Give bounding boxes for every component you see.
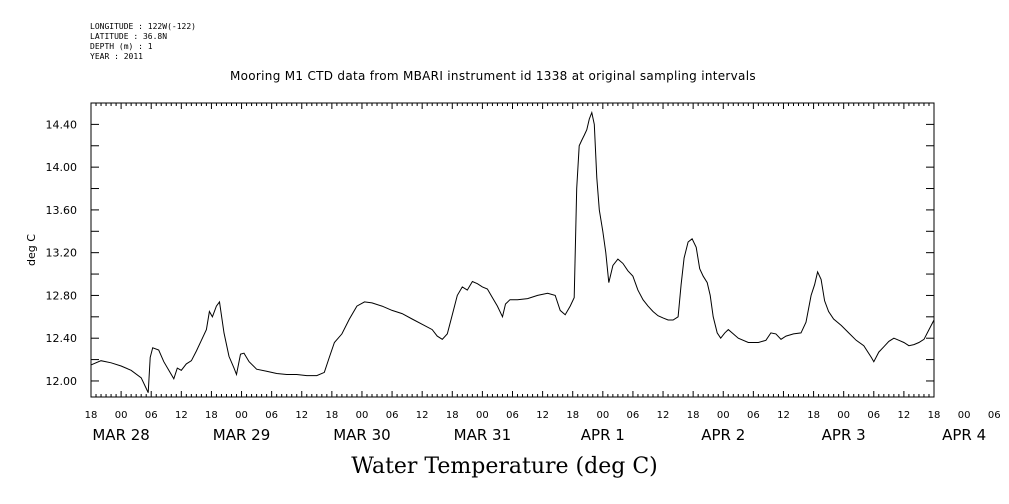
x-hour-label: 18 (205, 410, 218, 421)
x-hour-label: 18 (446, 410, 459, 421)
x-hour-label: 06 (386, 410, 399, 421)
x-hour-label: 00 (476, 410, 489, 421)
x-day-label: MAR 30 (333, 426, 390, 444)
x-day-label: MAR 29 (213, 426, 270, 444)
y-axis-label: deg C (25, 234, 38, 266)
depth-text: DEPTH (m) : 1 (90, 42, 153, 51)
longitude-text: LONGITUDE : 122W(-122) (90, 22, 196, 31)
plot-frame (90, 102, 935, 398)
y-tick-label: 12.80 (46, 289, 78, 302)
x-hour-label: 00 (837, 410, 850, 421)
x-day-label: APR 2 (701, 426, 745, 444)
x-hour-label: 00 (596, 410, 609, 421)
x-day-label: APR 4 (942, 426, 986, 444)
x-hour-label: 06 (988, 410, 1001, 421)
x-hour-label: 00 (717, 410, 730, 421)
x-hour-label: 18 (85, 410, 98, 421)
x-hour-label: 06 (627, 410, 640, 421)
x-hour-label: 18 (807, 410, 820, 421)
x-hour-label: 18 (325, 410, 338, 421)
x-hour-label: 00 (115, 410, 128, 421)
y-tick-label: 12.40 (46, 332, 78, 345)
chart-title: Mooring M1 CTD data from MBARI instrumen… (230, 69, 756, 83)
x-hour-label: 00 (958, 410, 971, 421)
y-tick-label: 13.20 (46, 247, 78, 260)
x-hour-label: 12 (295, 410, 308, 421)
x-day-label: APR 1 (581, 426, 625, 444)
temperature-series-line (90, 110, 935, 393)
x-day-label: MAR 31 (454, 426, 511, 444)
x-hour-label: 18 (928, 410, 941, 421)
x-hour-label: 12 (657, 410, 670, 421)
y-tick-label: 12.00 (46, 375, 78, 388)
y-tick-label: 14.00 (46, 161, 78, 174)
x-hour-label: 00 (235, 410, 248, 421)
x-hour-label: 06 (867, 410, 880, 421)
year-text: YEAR : 2011 (90, 52, 143, 61)
labels-layer: 12.00 12.40 12.80 13.20 13.60 14.00 14.40 18 00 0… (46, 118, 1001, 444)
x-hour-label: 06 (265, 410, 278, 421)
y-tick-label: 13.60 (46, 204, 78, 217)
x-hour-label: 12 (175, 410, 188, 421)
x-day-label: MAR 28 (92, 426, 149, 444)
x-hour-label: 06 (145, 410, 158, 421)
ticks-layer (90, 102, 935, 397)
x-day-label: APR 3 (822, 426, 866, 444)
x-axis-title: Water Temperature (deg C) (351, 454, 658, 479)
x-hour-label: 06 (747, 410, 760, 421)
x-hour-label: 12 (898, 410, 911, 421)
x-hour-label: 18 (687, 410, 700, 421)
latitude-text: LATITUDE : 36.8N (90, 32, 168, 41)
y-tick-label: 14.40 (46, 118, 78, 131)
metadata-block: LONGITUDE : 122W(-122) LATITUDE : 36.8N … (90, 22, 196, 62)
x-hour-label: 12 (777, 410, 790, 421)
x-hour-label: 12 (416, 410, 429, 421)
x-hour-label: 12 (536, 410, 549, 421)
x-hour-label: 18 (566, 410, 579, 421)
x-hour-label: 00 (356, 410, 369, 421)
x-hour-label: 06 (506, 410, 519, 421)
